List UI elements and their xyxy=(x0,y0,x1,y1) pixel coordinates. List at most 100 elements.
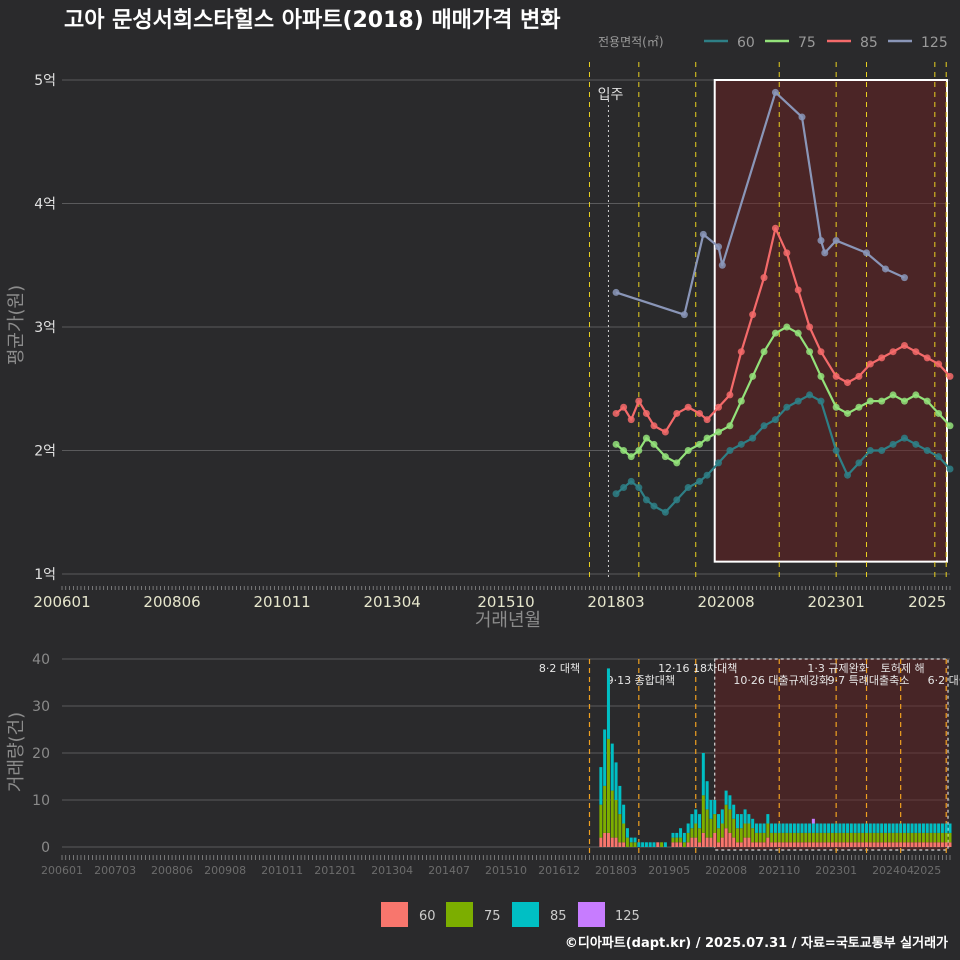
volume-bar-75 xyxy=(883,832,887,843)
volume-bar-75 xyxy=(929,832,933,843)
volume-bar-85 xyxy=(808,823,812,833)
volume-bar-60 xyxy=(728,832,732,847)
volume-bar-75 xyxy=(758,832,762,843)
volume-bar-85 xyxy=(944,823,948,833)
volume-bar-75 xyxy=(811,832,815,843)
volume-bar-85 xyxy=(599,767,603,805)
data-point-75 xyxy=(783,323,791,331)
data-point-85 xyxy=(635,397,643,405)
bottom-x-tick-label: 202404 xyxy=(872,864,914,877)
data-point-85 xyxy=(661,428,669,436)
volume-bar-85 xyxy=(777,823,781,833)
data-point-85 xyxy=(703,416,711,424)
volume-bar-60 xyxy=(891,842,895,847)
volume-bar-85 xyxy=(937,823,941,833)
volume-bar-75 xyxy=(713,814,717,833)
bottom-legend-swatch-75 xyxy=(446,902,473,927)
data-point-60 xyxy=(642,496,650,504)
chart-title: 고아 문성서희스타힐스 아파트(2018) 매매가격 변화 xyxy=(64,8,561,33)
volume-bar-85 xyxy=(781,823,785,833)
volume-bar-75 xyxy=(739,828,743,843)
data-point-125 xyxy=(881,265,889,273)
legend-label-85: 85 xyxy=(860,35,878,51)
volume-bar-85 xyxy=(709,800,713,819)
volume-bar-85 xyxy=(929,823,933,833)
volume-bar-75 xyxy=(743,823,747,838)
data-point-60 xyxy=(635,484,643,492)
data-point-85 xyxy=(715,403,723,411)
data-point-60 xyxy=(650,502,658,510)
volume-bar-85 xyxy=(800,823,804,833)
top-x-tick-label: 201011 xyxy=(253,593,310,611)
data-point-85 xyxy=(642,409,650,417)
data-point-75 xyxy=(749,372,757,380)
top-x-tick-label: 201304 xyxy=(364,593,421,611)
volume-bar-60 xyxy=(732,837,736,847)
data-point-60 xyxy=(794,397,802,405)
bottom-legend-swatch-125 xyxy=(578,902,605,927)
volume-bar-75 xyxy=(735,828,739,843)
data-point-85 xyxy=(627,416,635,424)
volume-bar-60 xyxy=(724,828,728,847)
volume-bar-60 xyxy=(766,837,770,847)
volume-bar-85 xyxy=(883,823,887,833)
volume-bar-85 xyxy=(701,753,705,796)
volume-bar-75 xyxy=(603,785,607,833)
volume-bar-75 xyxy=(849,832,853,843)
volume-bar-85 xyxy=(652,842,656,847)
volume-bar-75 xyxy=(925,832,929,843)
volume-bar-75 xyxy=(868,832,872,843)
data-point-125 xyxy=(699,230,707,238)
volume-bar-75 xyxy=(789,832,793,843)
bottom-x-tick-label: 202301 xyxy=(815,864,857,877)
volume-bar-125 xyxy=(811,818,815,824)
bottom-x-tick-label: 201201 xyxy=(314,864,356,877)
volume-bar-60 xyxy=(910,842,914,847)
volume-bar-75 xyxy=(921,832,925,843)
data-point-60 xyxy=(900,434,908,442)
volume-bar-75 xyxy=(690,828,694,838)
volume-bar-60 xyxy=(823,842,827,847)
volume-bar-60 xyxy=(800,842,804,847)
volume-bar-75 xyxy=(804,832,808,843)
data-point-85 xyxy=(726,391,734,399)
policy-label: 10·26 대출규제강화 xyxy=(733,674,829,687)
volume-bar-75 xyxy=(876,832,880,843)
policy-label: 12·16 18차대책 xyxy=(658,662,737,675)
volume-bar-60 xyxy=(679,842,683,847)
volume-bar-85 xyxy=(868,823,872,833)
volume-bar-85 xyxy=(732,804,736,819)
volume-bar-85 xyxy=(770,823,774,833)
volume-bar-60 xyxy=(846,842,850,847)
volume-bar-75 xyxy=(606,738,610,833)
volume-bar-75 xyxy=(785,832,789,843)
bottom-y-tick-label: 10 xyxy=(32,793,50,809)
data-point-125 xyxy=(680,311,688,319)
volume-bar-60 xyxy=(792,842,796,847)
volume-bar-85 xyxy=(728,795,732,810)
data-point-85 xyxy=(889,348,897,356)
volume-bar-75 xyxy=(762,832,766,843)
volume-bar-75 xyxy=(830,832,834,843)
volume-bar-85 xyxy=(918,823,922,833)
data-point-75 xyxy=(946,422,954,430)
data-point-75 xyxy=(912,391,920,399)
bottom-x-tick-label: 202008 xyxy=(705,864,747,877)
volume-bar-60 xyxy=(940,842,944,847)
data-point-125 xyxy=(817,237,825,245)
volume-bar-85 xyxy=(876,823,880,833)
data-point-85 xyxy=(620,403,628,411)
volume-bar-60 xyxy=(883,842,887,847)
data-point-75 xyxy=(737,397,745,405)
footer-credit: ©디아파트(dapt.kr) / 2025.07.31 / 자료=국토교통부 실… xyxy=(565,935,948,951)
volume-bar-60 xyxy=(694,837,698,847)
volume-bar-60 xyxy=(739,842,743,847)
bottom-highlight-box xyxy=(714,658,949,851)
top-x-tick-label: 202301 xyxy=(808,593,865,611)
volume-bar-85 xyxy=(762,823,766,833)
data-point-85 xyxy=(935,360,943,368)
volume-bar-60 xyxy=(937,842,941,847)
volume-bar-60 xyxy=(770,842,774,847)
data-point-75 xyxy=(855,403,863,411)
data-point-60 xyxy=(673,496,681,504)
